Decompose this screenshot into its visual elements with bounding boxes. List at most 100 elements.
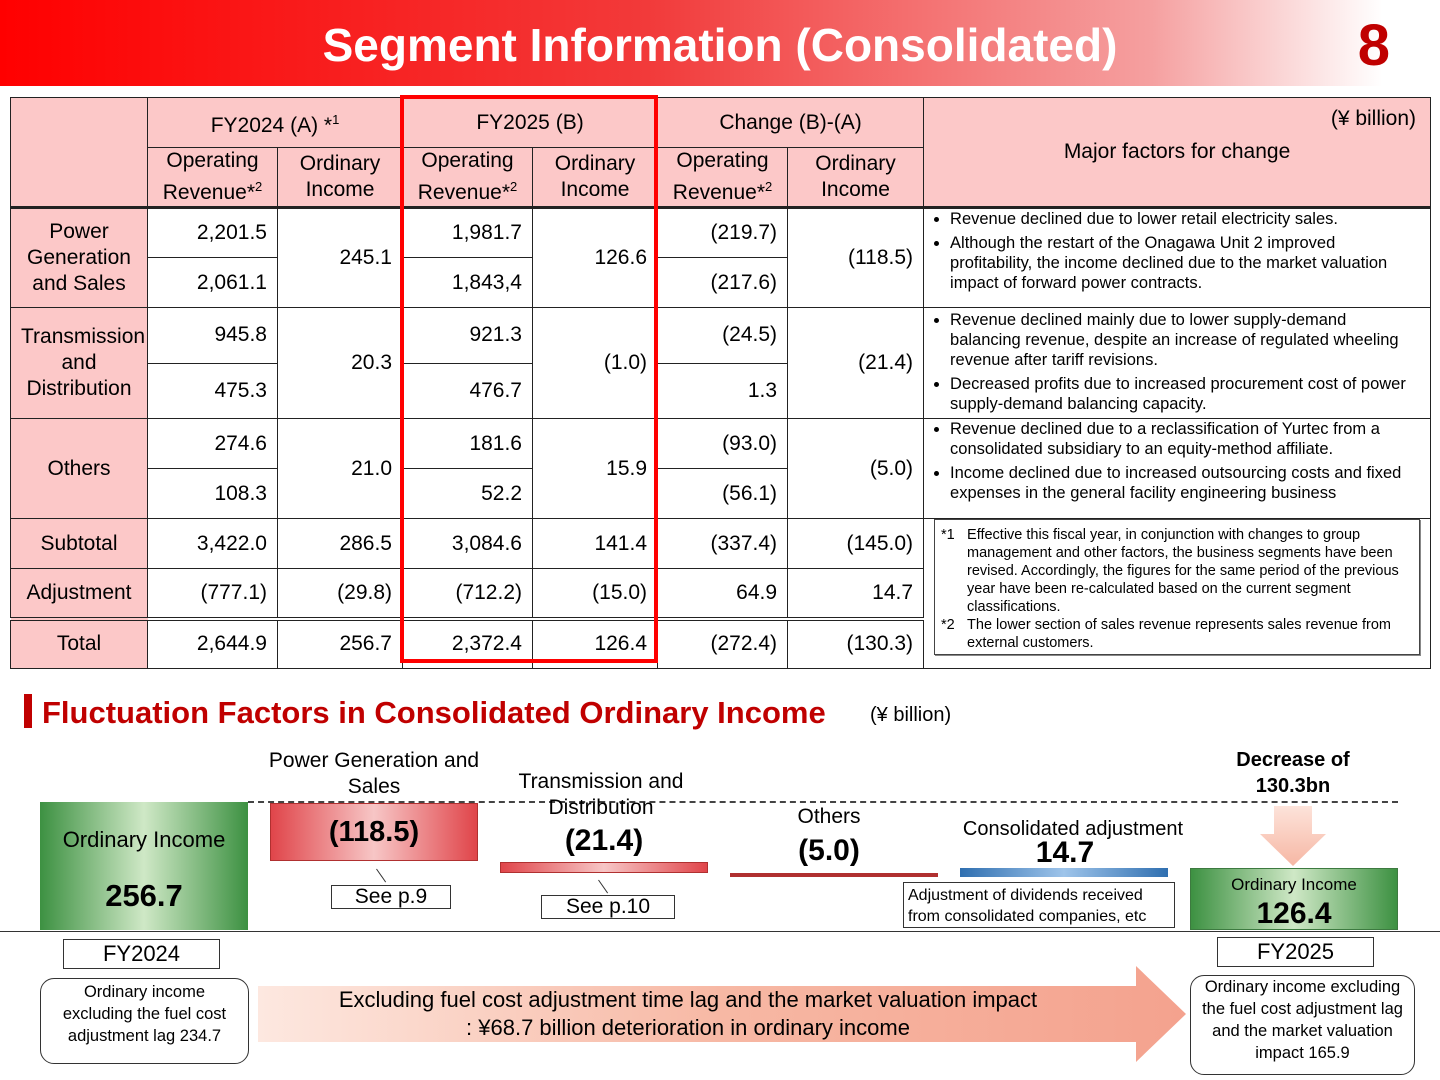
start-fy-label: FY2024 bbox=[63, 939, 220, 969]
factors-cell: Revenue declined due to lower retail ele… bbox=[923, 206, 1432, 308]
table-cell: 3,084.6 bbox=[402, 518, 533, 569]
footnote: *2 The lower section of sales revenue rep… bbox=[941, 617, 1391, 651]
table-cell: (1.0) bbox=[531, 307, 659, 419]
td-decrease-bar bbox=[500, 862, 708, 873]
table-cell: (118.5) bbox=[787, 206, 925, 308]
start-value: 256.7 bbox=[105, 878, 183, 913]
baseline bbox=[0, 931, 1440, 932]
table-cell: 20.3 bbox=[277, 307, 403, 419]
table-cell: 1,843,4 bbox=[402, 257, 533, 308]
table-cell: 3,422.0 bbox=[147, 518, 278, 569]
period-header-fy2024: FY2024 (A) *1 bbox=[147, 97, 403, 148]
table-cell: 274.6 bbox=[147, 418, 278, 469]
segment-table: FY2024 (A) *1 FY2025 (B) Change (B)-(A) … bbox=[10, 97, 1432, 669]
section-title: Fluctuation Factors in Consolidated Ordi… bbox=[42, 695, 826, 730]
period-header-change: Change (B)-(A) bbox=[657, 97, 925, 148]
section-marker bbox=[24, 694, 32, 728]
table-cell: (15.0) bbox=[531, 568, 659, 619]
segment-label: Others bbox=[10, 418, 148, 519]
table-cell: 286.5 bbox=[277, 518, 403, 569]
see-p10-reference[interactable]: See p.10 bbox=[541, 895, 675, 919]
table-row-subtotal: Subtotal 3,422.0 286.5 3,084.6 141.4 (33… bbox=[10, 518, 1432, 669]
table-row: 475.3 476.7 1.3 bbox=[11, 362, 1431, 419]
factor-item: Revenue declined due to a reclassificati… bbox=[950, 419, 1420, 459]
col-header-revenue: Operating Revenue*2 bbox=[657, 147, 789, 208]
table-cell: 21.0 bbox=[277, 418, 403, 519]
end-fy-label: FY2025 bbox=[1217, 937, 1374, 967]
table-cell: 181.6 bbox=[402, 418, 533, 469]
segment-label: Transmission and Distribution bbox=[10, 307, 148, 419]
table-cell: (272.4) bbox=[657, 616, 789, 669]
table-row: Power Generation and Sales 2,201.5 245.1… bbox=[10, 206, 1432, 308]
end-label: Ordinary Income bbox=[1231, 875, 1357, 894]
table-cell: 245.1 bbox=[277, 206, 403, 308]
end-ordinary-income-bar: Ordinary Income 126.4 bbox=[1190, 868, 1398, 930]
table-cell: (337.4) bbox=[657, 518, 789, 569]
footnote: *1 Effective this fiscal year, in conjunc… bbox=[941, 527, 1399, 615]
adj-label: Consolidated adjustment bbox=[962, 818, 1184, 840]
factors-header-cell: (¥ billion) Major factors for change bbox=[923, 97, 1432, 208]
table-cell: 141.4 bbox=[531, 518, 659, 569]
start-ordinary-income-bar: Ordinary Income 256.7 bbox=[40, 802, 248, 930]
factor-item: Revenue declined due to lower retail ele… bbox=[950, 209, 1420, 229]
table-cell: 921.3 bbox=[402, 307, 533, 364]
table-cell: 945.8 bbox=[147, 307, 278, 364]
td-label: Transmission and Distribution bbox=[518, 770, 684, 819]
table-unit: (¥ billion) bbox=[1330, 107, 1417, 130]
table-cell: 476.7 bbox=[402, 362, 533, 419]
pg-label: Power Generation and Sales bbox=[268, 749, 480, 798]
factor-item: Income declined due to increased outsour… bbox=[950, 463, 1420, 503]
table-cell: (217.6) bbox=[657, 257, 789, 308]
table-cell: 126.6 bbox=[531, 206, 659, 308]
table-cell: 2,644.9 bbox=[147, 616, 278, 669]
table-row: 2,061.1 1,843,4 (217.6) bbox=[11, 257, 1431, 308]
pg-leader-line bbox=[376, 868, 387, 883]
segment-label: Power Generation and Sales bbox=[10, 206, 148, 308]
table-cell: 256.7 bbox=[277, 616, 403, 669]
col-header-income: Ordinary Income bbox=[787, 147, 925, 208]
table-cell: (24.5) bbox=[657, 307, 789, 364]
end-note: Ordinary income excluding the fuel cost … bbox=[1190, 975, 1415, 1075]
col-header-income: Ordinary Income bbox=[277, 147, 403, 208]
see-p9-reference[interactable]: See p.9 bbox=[331, 885, 451, 909]
right-arrow-icon bbox=[258, 966, 1186, 1062]
table-cell: 1,981.7 bbox=[402, 206, 533, 258]
reference-dashed-line bbox=[248, 801, 1398, 803]
pg-value: (118.5) bbox=[328, 816, 420, 848]
factor-item: Revenue declined mainly due to lower sup… bbox=[950, 310, 1420, 370]
page-title: Segment Information (Consolidated) bbox=[322, 19, 1118, 71]
factors-cell: Revenue declined due to a reclassificati… bbox=[923, 418, 1432, 519]
start-label: Ordinary Income bbox=[62, 827, 226, 852]
page-number: 8 bbox=[1357, 13, 1390, 78]
others-value: (5.0) bbox=[798, 834, 860, 867]
table-cell: (93.0) bbox=[657, 418, 789, 469]
adj-value: 14.7 bbox=[1035, 836, 1095, 869]
factor-item: Although the restart of the Onagawa Unit… bbox=[950, 233, 1420, 293]
table-row-total: Total 2,644.9 256.7 2,372.4 126.4 (272.4… bbox=[10, 616, 1431, 669]
footnotes-box: *1 Effective this fiscal year, in conjunc… bbox=[934, 519, 1421, 655]
table-cell: 14.7 bbox=[787, 568, 925, 619]
end-value: 126.4 bbox=[1256, 897, 1332, 930]
down-arrow-icon bbox=[1260, 806, 1326, 866]
col-header-income: Ordinary Income bbox=[531, 147, 659, 208]
row-label: Total bbox=[10, 616, 148, 669]
table-cell: (777.1) bbox=[147, 568, 278, 619]
td-value: (21.4) bbox=[564, 824, 644, 857]
factors-cell: Revenue declined mainly due to lower sup… bbox=[923, 307, 1432, 419]
summary-text: Excluding fuel cost adjustment time lag … bbox=[338, 987, 1038, 1040]
row-label: Subtotal bbox=[10, 518, 148, 569]
table-cell: (130.3) bbox=[787, 616, 925, 669]
table-row: Transmission and Distribution 945.8 20.3… bbox=[10, 307, 1432, 419]
period-header-fy2025: FY2025 (B) bbox=[401, 97, 659, 148]
adj-increase-bar bbox=[960, 868, 1168, 877]
others-label: Others bbox=[797, 805, 861, 828]
factor-item: Decreased profits due to increased procu… bbox=[950, 374, 1420, 414]
factors-header: Major factors for change bbox=[1063, 140, 1291, 163]
table-corner-cell bbox=[10, 97, 148, 208]
header-banner: Segment Information (Consolidated) 8 bbox=[0, 0, 1440, 86]
fy2025-highlight-frame bbox=[400, 95, 658, 663]
table-cell: (219.7) bbox=[657, 206, 789, 258]
table-cell: 1.3 bbox=[657, 362, 789, 419]
start-note: Ordinary income excluding the fuel cost … bbox=[40, 978, 249, 1064]
col-header-revenue: Operating Revenue*2 bbox=[147, 147, 278, 208]
